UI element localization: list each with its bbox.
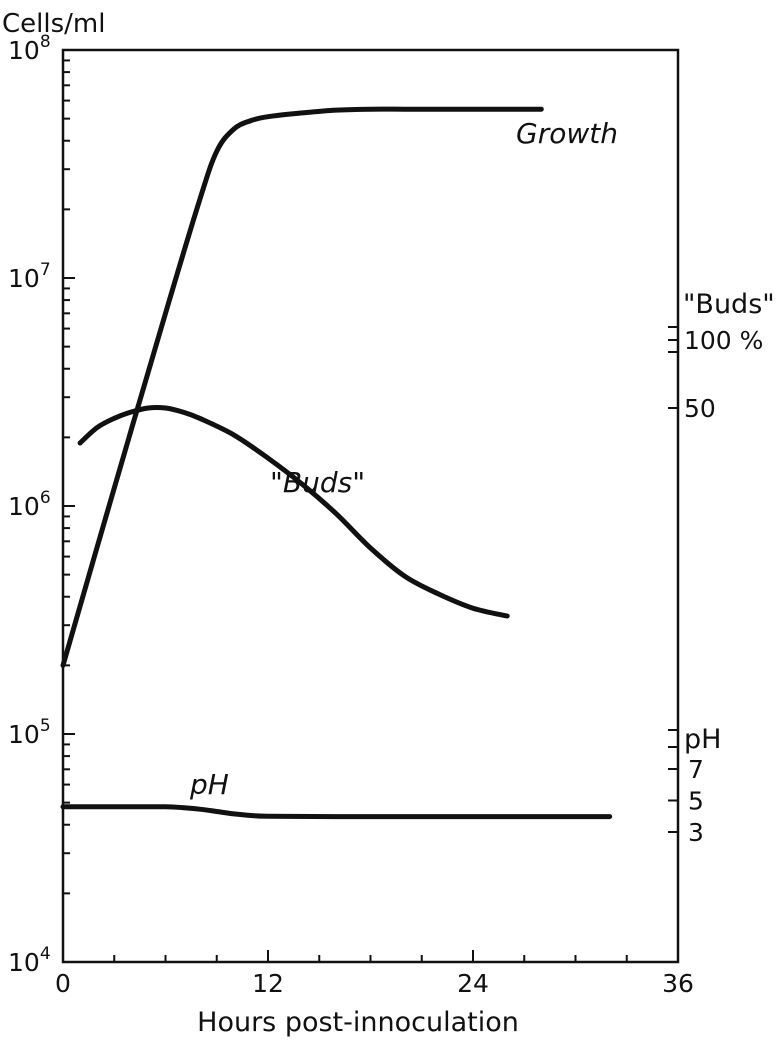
ph-tick-label: 3	[688, 818, 704, 847]
ph-series-label: pH	[189, 768, 229, 801]
y-tick-label: 107	[8, 260, 51, 293]
y-tick-label: 106	[8, 488, 51, 521]
buds-tick-label: 100 %	[684, 326, 763, 355]
ph-axis-title: pH	[684, 724, 721, 755]
buds-curve	[77, 404, 510, 619]
x-tick-label: 0	[55, 969, 71, 998]
y-tick-label: 104	[8, 944, 51, 977]
series-group	[60, 106, 613, 820]
buds-tick-label: 50	[684, 394, 716, 423]
x-tick-label: 36	[662, 969, 694, 998]
x-tick-label: 24	[457, 969, 489, 998]
ph-tick-label: 5	[688, 787, 704, 816]
ph-curve	[60, 804, 613, 820]
growth-series-label: Growth	[516, 117, 618, 150]
buds-axis-title: "Buds"	[683, 289, 775, 320]
ph-tick-label: 7	[688, 755, 704, 784]
x-axis-title: Hours post-innoculation	[197, 1007, 519, 1038]
y-tick-label: 108	[8, 32, 51, 65]
y-axis-title: Cells/ml	[2, 9, 105, 39]
right-axis-ticks: 100 % 50 7 53	[668, 326, 763, 847]
x-axis-ticks: 0 12 24 36	[55, 950, 694, 998]
x-tick-label: 12	[252, 969, 284, 998]
plot-frame	[61, 48, 680, 964]
y-tick-label: 105	[8, 716, 51, 749]
growth-curve	[60, 106, 544, 668]
y-axis-ticks: 108 107 106 105 104	[8, 32, 75, 977]
buds-series-label: "Buds"	[270, 466, 365, 499]
